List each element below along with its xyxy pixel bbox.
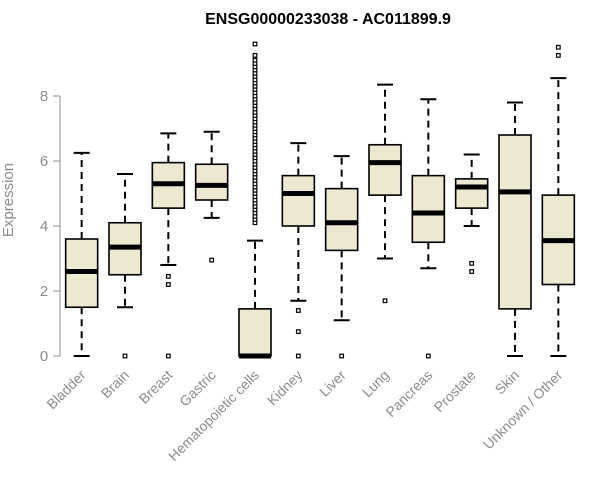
outlier-point (425, 353, 431, 359)
x-tick-label: Prostate (431, 367, 479, 415)
outlier-point (122, 353, 128, 359)
outlier-point (165, 353, 171, 359)
outlier-point (339, 353, 345, 359)
iqr-box (368, 143, 402, 196)
box-1 (108, 173, 142, 359)
box-0 (64, 151, 99, 357)
outlier-point (295, 308, 301, 313)
iqr-box (411, 174, 446, 244)
box-10 (498, 101, 532, 357)
box-9 (454, 153, 489, 274)
x-tick-label: Pancreas (382, 367, 435, 420)
box-4 (238, 41, 272, 359)
iqr-box (498, 134, 532, 310)
outlier-point (252, 41, 258, 47)
iqr-box (238, 308, 272, 357)
x-tick-label: Unknown / Other (480, 367, 566, 453)
box-3 (194, 130, 229, 263)
outlier-point (295, 329, 301, 335)
y-tick-label: 0 (40, 348, 48, 365)
iqr-box (281, 174, 316, 227)
y-tick-label: 6 (40, 153, 48, 170)
x-tick-label: Brain (98, 367, 132, 401)
outlier-point (252, 57, 258, 63)
box-5 (281, 142, 316, 359)
outlier-point (209, 257, 215, 263)
x-tick-label: Breast (136, 367, 176, 407)
y-tick-label: 4 (40, 218, 48, 235)
iqr-box (454, 178, 489, 209)
x-tick-label: Skin (492, 367, 523, 398)
y-tick-label: 8 (40, 88, 48, 105)
x-tick-label: Gastric (176, 367, 219, 410)
y-tick-label: 2 (40, 283, 48, 300)
y-axis: 0 2 4 6 8 (40, 88, 61, 365)
box-group (64, 41, 576, 359)
outlier-point (469, 269, 475, 274)
box-2 (151, 132, 186, 359)
y-axis-label: Expression (0, 163, 17, 237)
x-tick-label: Kidney (264, 367, 306, 409)
outlier-point (295, 353, 301, 359)
box-7 (368, 83, 402, 304)
x-tick-label: Bladder (43, 367, 89, 413)
box-6 (324, 155, 359, 359)
outlier-point (165, 282, 171, 287)
outlier-point (555, 44, 561, 50)
chart-title: ENSG00000233038 - AC011899.9 (205, 11, 451, 28)
iqr-box (324, 187, 359, 252)
iqr-box (194, 163, 229, 201)
outlier-point (252, 52, 258, 58)
box-11 (541, 44, 576, 357)
outlier-point (469, 260, 475, 266)
outlier-point (382, 298, 388, 304)
x-tick-label: Lung (359, 367, 392, 400)
box-8 (411, 98, 446, 359)
outlier-point (555, 52, 561, 58)
x-tick-label: Liver (316, 367, 349, 400)
outlier-point (165, 273, 171, 279)
